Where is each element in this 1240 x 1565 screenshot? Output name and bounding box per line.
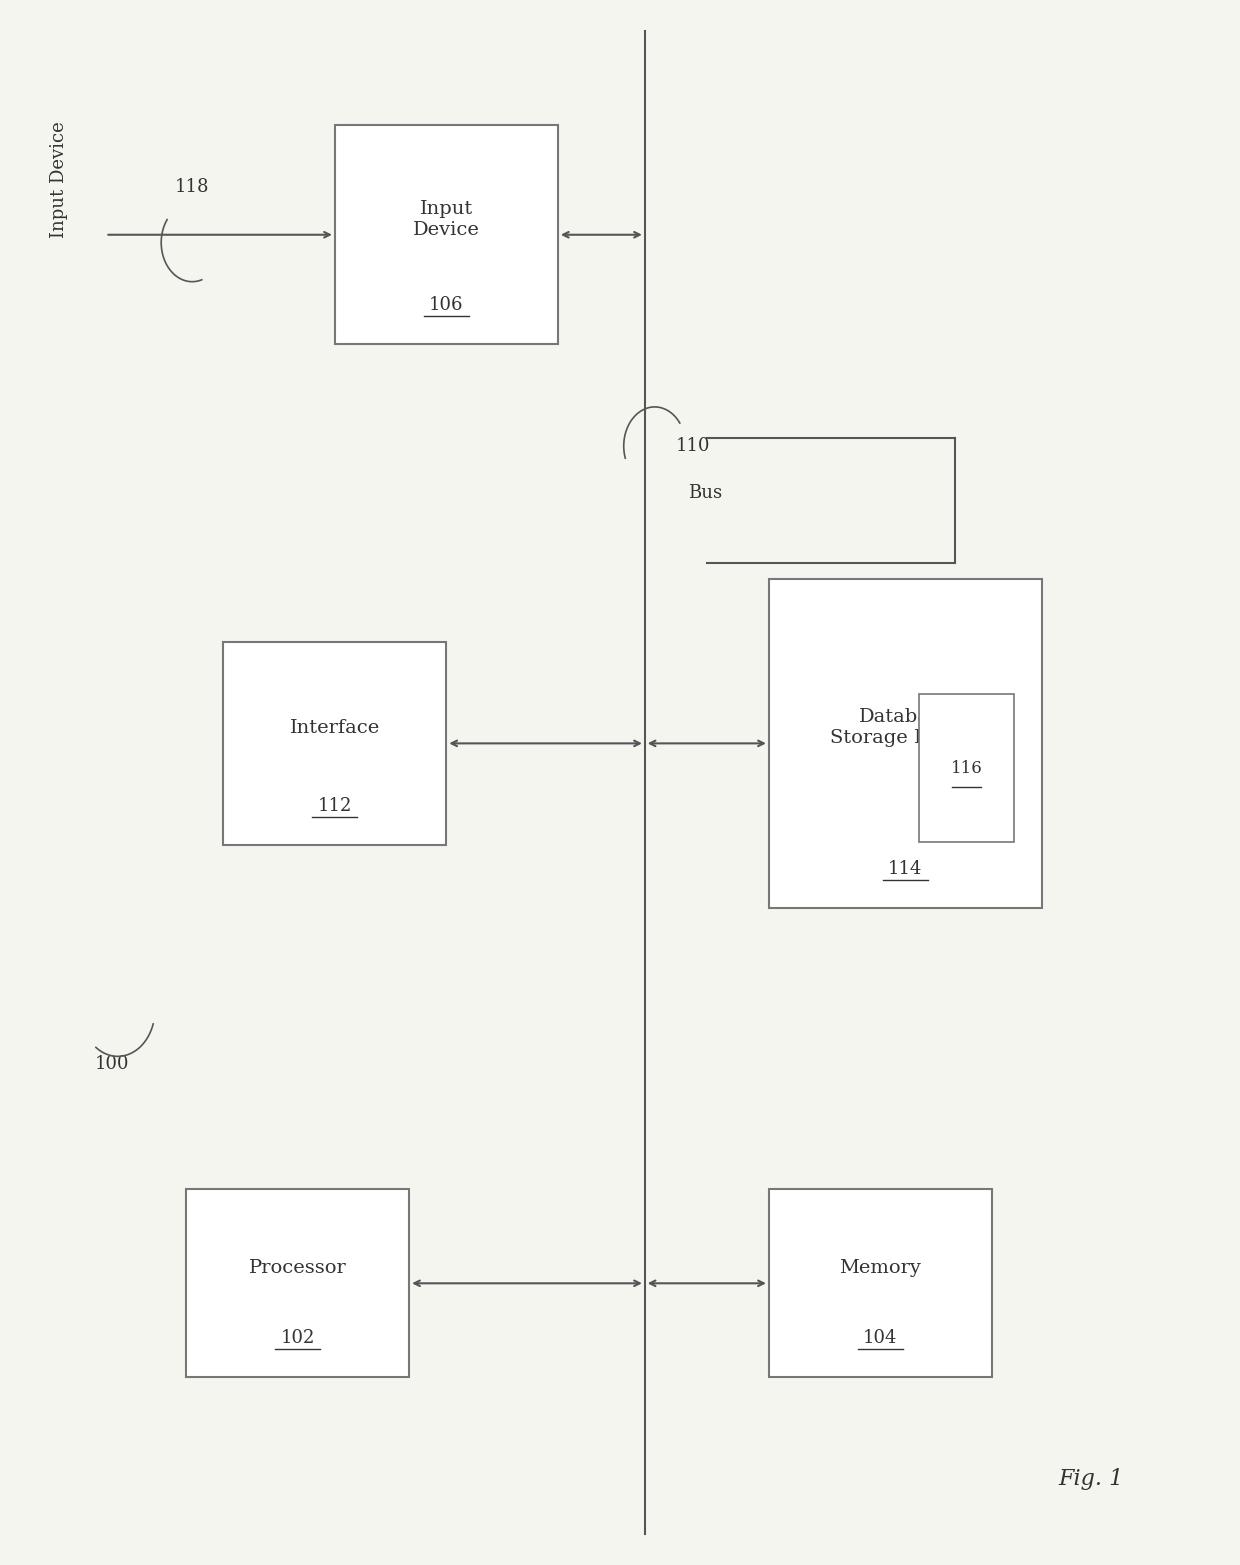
Text: Input
Device: Input Device — [413, 200, 480, 238]
FancyBboxPatch shape — [769, 1189, 992, 1377]
Text: 116: 116 — [951, 759, 982, 776]
FancyBboxPatch shape — [223, 642, 446, 845]
FancyBboxPatch shape — [335, 125, 558, 344]
Text: Memory: Memory — [839, 1258, 921, 1277]
Text: Fig. 1: Fig. 1 — [1059, 1468, 1123, 1490]
Text: 114: 114 — [888, 859, 923, 878]
Text: 104: 104 — [863, 1329, 898, 1347]
Text: 112: 112 — [317, 797, 352, 815]
Text: Processor: Processor — [249, 1258, 346, 1277]
Text: 100: 100 — [94, 1055, 129, 1074]
Text: 106: 106 — [429, 296, 464, 315]
Text: Input Device: Input Device — [50, 122, 68, 238]
FancyBboxPatch shape — [186, 1189, 409, 1377]
Text: 102: 102 — [280, 1329, 315, 1347]
Text: Database
Storage Device: Database Storage Device — [830, 709, 981, 747]
FancyBboxPatch shape — [769, 579, 1042, 908]
FancyBboxPatch shape — [919, 695, 1014, 842]
Text: Interface: Interface — [290, 718, 379, 737]
Text: Bus: Bus — [688, 484, 723, 502]
Text: 110: 110 — [676, 437, 711, 455]
Text: 118: 118 — [175, 177, 210, 196]
